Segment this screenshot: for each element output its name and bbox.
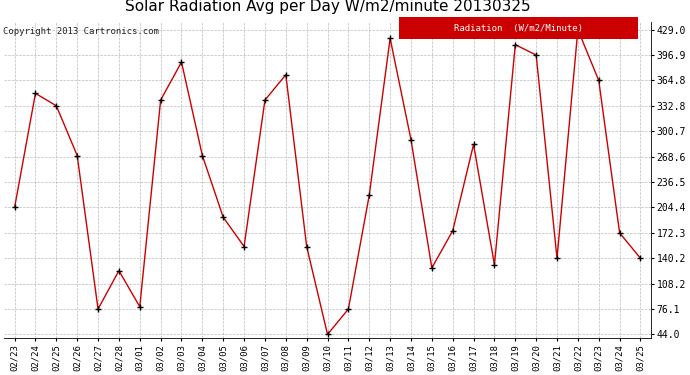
Title: Solar Radiation Avg per Day W/m2/minute 20130325: Solar Radiation Avg per Day W/m2/minute … (125, 0, 531, 14)
Text: Copyright 2013 Cartronics.com: Copyright 2013 Cartronics.com (3, 27, 159, 36)
